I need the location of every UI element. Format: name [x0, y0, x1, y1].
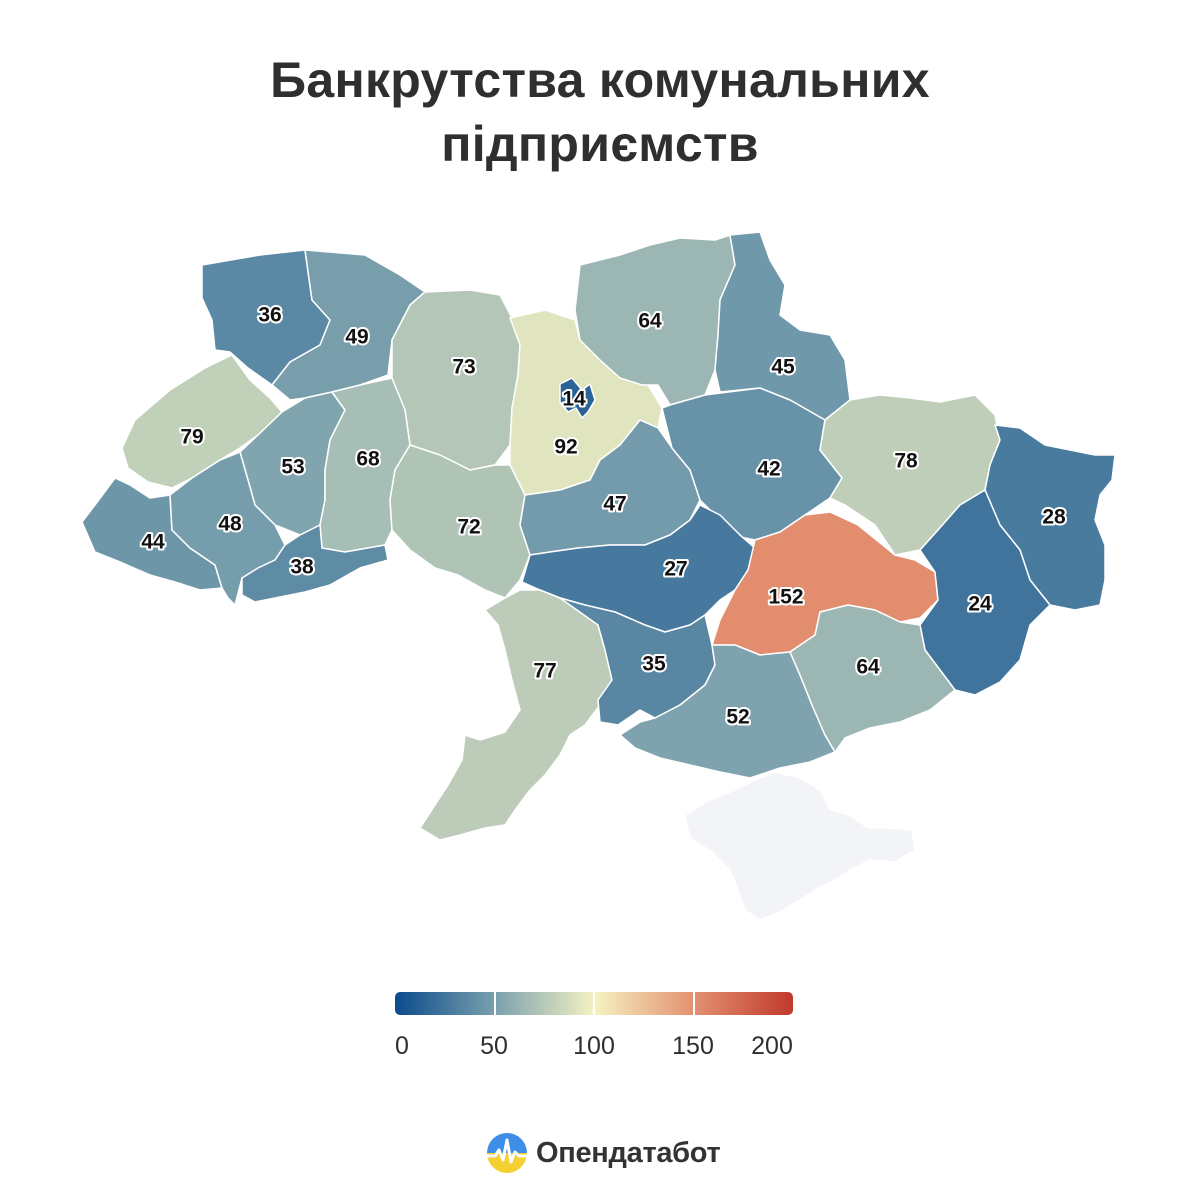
region-value-volyn: 36 [258, 304, 281, 327]
region-chernivtsi [241, 524, 389, 603]
region-value-ternopil: 53 [281, 456, 304, 479]
ukraine-map: 36 49 73 92 14 64 45 79 53 68 72 47 42 78 28 44 48 38 27 15… [81, 231, 1116, 921]
brand-name: Опендатабот [536, 1136, 721, 1169]
color-scale-bar [395, 992, 793, 1015]
region-value-kharkiv: 78 [894, 450, 918, 473]
region-value-cherkasy: 47 [603, 493, 626, 516]
region-value-odesa: 77 [533, 660, 556, 683]
title-line-1: Банкрутства комунальних [270, 52, 930, 108]
region-kyiv-city [559, 377, 596, 419]
color-scale-tick-label: 0 [395, 1032, 409, 1060]
region-value-zakarpattia: 44 [141, 531, 165, 554]
region-value-poltava: 42 [757, 458, 780, 481]
map-title: Банкрутства комунальних підприємств [0, 48, 1200, 176]
color-scale-divider [593, 992, 595, 1015]
color-scale-divider [692, 992, 695, 1015]
brand: Опендатабот [486, 1130, 721, 1176]
region-value-luhansk: 28 [1042, 506, 1066, 529]
region-value-chernihiv: 64 [638, 310, 662, 333]
region-value-dnipropetrovsk: 152 [768, 586, 803, 609]
region-value-kirovohrad: 27 [664, 558, 687, 581]
title-line-2: підприємств [441, 116, 759, 172]
region-value-mykolaiv: 35 [642, 653, 666, 676]
color-scale-divider [493, 992, 496, 1015]
region-zhytomyr [391, 289, 521, 471]
region-value-khmelnytskyi: 68 [356, 448, 380, 471]
color-scale-segment [494, 992, 594, 1015]
color-scale-segment [693, 992, 793, 1015]
region-value-vinnytsia: 72 [457, 516, 480, 539]
region-value-donetsk: 24 [968, 593, 992, 616]
color-scale-labels: 0 50 100 150 200 [0, 1032, 1200, 1062]
region-value-sumy: 45 [771, 356, 795, 379]
region-value-ivano-frankivsk: 48 [218, 513, 242, 536]
region-crimea [684, 771, 916, 921]
color-scale-segment [395, 992, 495, 1015]
region-value-zhytomyr: 73 [452, 356, 475, 379]
region-value-kyiv-city: 14 [562, 388, 586, 411]
region-value-rivne: 49 [345, 326, 368, 349]
opendatabot-logo-icon [487, 1133, 527, 1173]
region-value-lviv: 79 [180, 426, 203, 449]
region-vinnytsia [389, 444, 531, 599]
region-value-chernivtsi: 38 [290, 556, 314, 579]
region-value-zaporizhzhia: 64 [856, 656, 880, 679]
color-scale-tick-label: 50 [480, 1032, 508, 1060]
region-value-kyiv-oblast: 92 [554, 436, 577, 459]
color-scale-segment [594, 992, 694, 1015]
color-scale-tick-label: 150 [672, 1032, 714, 1060]
region-value-kherson: 52 [726, 706, 749, 729]
region-poltava [661, 387, 843, 541]
region-odesa [419, 589, 613, 841]
color-scale-tick-label: 100 [573, 1032, 615, 1060]
color-scale-tick-label: 200 [751, 1032, 793, 1060]
region-zaporizhzhia [789, 604, 956, 753]
